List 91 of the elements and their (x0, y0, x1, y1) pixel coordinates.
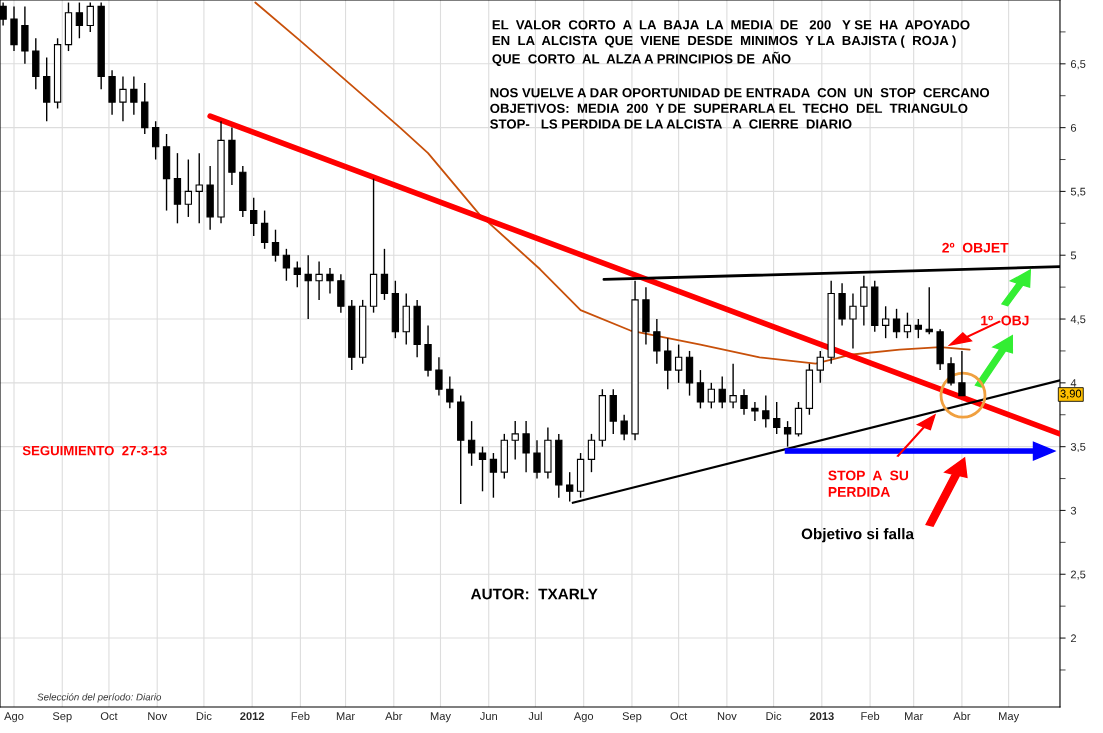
candlestick (119, 75, 127, 122)
x-tick-label: Sep (52, 712, 72, 723)
y-tick-label: 6,5 (1070, 60, 1086, 70)
candlestick (250, 197, 258, 237)
candlestick (903, 311, 912, 339)
candlestick (151, 120, 160, 161)
candlestick (729, 363, 737, 410)
candlestick (435, 356, 443, 397)
x-tick-label: Oct (670, 712, 688, 720)
candlestick (195, 152, 203, 225)
candlestick (773, 401, 781, 435)
candlestick (740, 388, 748, 416)
candlestick (892, 308, 901, 339)
y-tick-label: 4 (1070, 379, 1077, 387)
candlestick (380, 248, 389, 301)
annotation: STOP A SU PERDIDA (828, 470, 909, 497)
x-tick-label: Feb (861, 711, 880, 720)
candlestick (783, 420, 792, 448)
candlestick (925, 286, 933, 336)
candlestick (881, 305, 890, 339)
candlestick (315, 260, 323, 301)
y-tick-label: 6 (1070, 123, 1077, 132)
candlestick (674, 343, 683, 384)
candlestick (326, 267, 334, 295)
y-tick-label: 2,5 (1070, 570, 1086, 580)
x-tick-label: Abr (385, 711, 403, 720)
candlestick (707, 382, 715, 410)
annotation: Objetivo si falla (801, 528, 915, 543)
candlestick (620, 414, 628, 441)
candlestick (86, 1, 94, 33)
y-tick-label: 5,5 (1070, 187, 1086, 197)
candlestick (467, 420, 476, 467)
y-tick-label: 3,5 (1070, 442, 1086, 453)
x-tick-label: Abr (953, 711, 971, 720)
x-tick-label: 2013 (809, 712, 834, 721)
candlestick (958, 350, 966, 397)
candlestick (587, 433, 596, 473)
annotation: EL VALOR CORTO A LA BAJA LA MEDIA DE 200 Y SE HA APOYADO EN LA ALCISTA QUE VIENE DESDE MINIMOS Y LA BAJISTA ( ROJA ) QUE CORTO AL ALZA A PRINCIPIOS DE AÑO (492, 20, 970, 66)
candlestick (271, 229, 280, 263)
annotation: Selección del período: Diario (37, 693, 162, 703)
x-tick-label: Jul (528, 711, 542, 720)
y-tick-label: 3 (1070, 506, 1077, 515)
annotation: 2º OBJET (942, 242, 1009, 253)
y-tick-label: 4,5 (1070, 315, 1086, 325)
candlestick (130, 75, 138, 116)
candlestick (511, 420, 519, 461)
candlestick (762, 394, 770, 429)
candlestick (489, 452, 498, 499)
annotation: 1º OBJ (981, 315, 1029, 326)
y-tick-label: 5 (1070, 251, 1077, 260)
candlestick (446, 375, 454, 410)
y-tick-label: 2 (1070, 634, 1077, 643)
x-tick-label: Ago (4, 712, 24, 723)
text: 3,90 (1060, 389, 1082, 399)
x-tick-label: Dic (196, 711, 212, 720)
candlestick (478, 445, 487, 493)
x-tick-label: Dic (766, 711, 782, 720)
annotation: NOS VUELVE A DAR OPORTUNIDAD DE ENTRADA CON UN STOP CERCANO OBJETIVOS: MEDIA 200 Y DE SUPERARLA EL TECHO DEL TRIANGULO STOP- LS PERDIDA DE LA ALCISTA A CIERRE DIARIO (490, 88, 990, 129)
candlestick (914, 318, 923, 339)
candlestick (849, 292, 857, 350)
candlestick (304, 254, 312, 320)
x-tick-label: Jun (479, 712, 497, 720)
annotation: AUTOR: TXARLY (470, 588, 598, 600)
candlestick (751, 401, 759, 422)
candlestick (293, 260, 301, 288)
candlestick (860, 274, 868, 327)
x-tick-label: Oct (100, 712, 118, 720)
candlestick (282, 248, 291, 282)
annotation: SEGUIMIENTO 27-3-13 (22, 445, 167, 456)
candlestick (718, 375, 726, 410)
x-tick-label: 2012 (240, 712, 265, 720)
x-tick-label: Mar (905, 712, 924, 720)
x-tick-label: Nov (717, 712, 737, 720)
candlestick (75, 1, 84, 39)
x-tick-label: Mar (336, 712, 355, 720)
candlestick (816, 350, 824, 384)
candlestick (184, 158, 193, 218)
x-tick-label: Ago (573, 712, 594, 723)
x-tick-label: May (430, 712, 451, 723)
candlestick (664, 337, 672, 390)
x-tick-label: Feb (291, 711, 310, 720)
candlestick (947, 356, 955, 387)
candlestick (522, 420, 530, 473)
x-tick-label: Sep (622, 712, 642, 723)
candlestick (533, 439, 541, 480)
candlestick (653, 318, 661, 365)
candlestick (566, 471, 574, 503)
candlestick (260, 209, 269, 250)
x-tick-label: Nov (148, 712, 168, 720)
x-tick-label: May (999, 712, 1020, 723)
candlestick (696, 369, 705, 410)
